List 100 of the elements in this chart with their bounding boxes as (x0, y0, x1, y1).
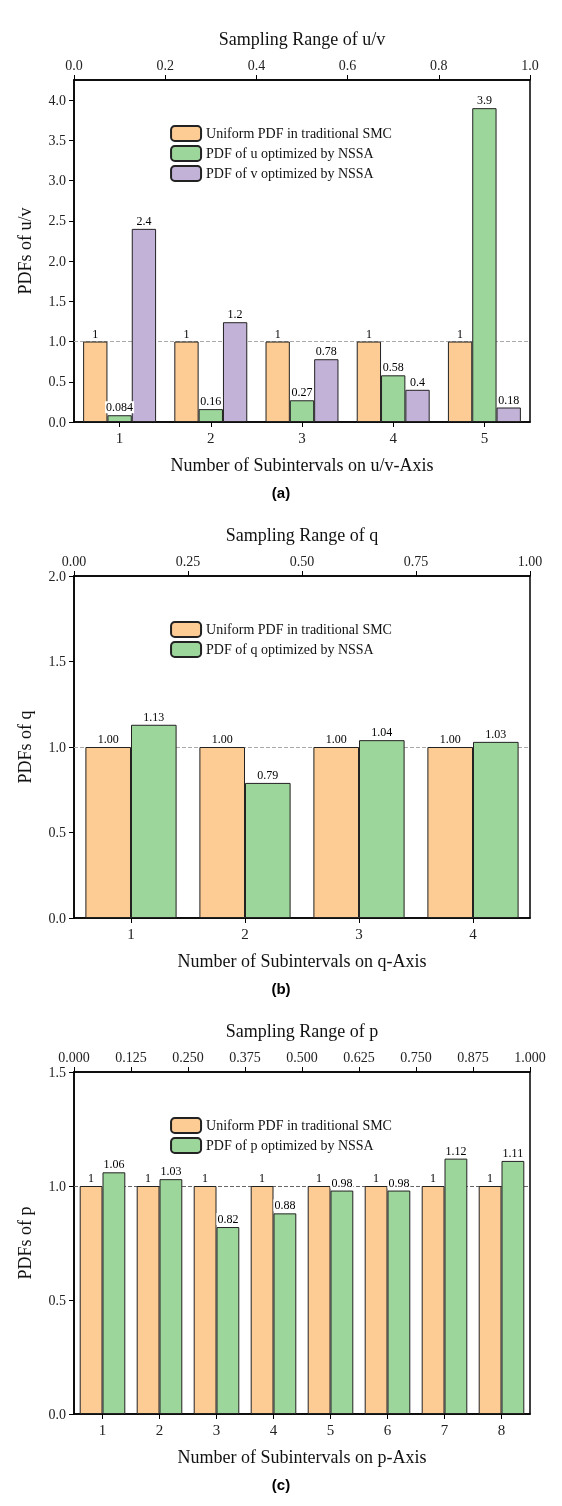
x-tick-label: 1 (115, 429, 124, 446)
data-label: 0.88 (274, 1198, 296, 1213)
data-label: 1.03 (160, 1164, 182, 1179)
x2-tick-label: 0.75 (403, 553, 429, 569)
x2-tick-label: 1.000 (514, 1049, 546, 1065)
x-tick-label: 1 (98, 1421, 107, 1438)
data-label: 1 (457, 326, 464, 341)
data-label: 1 (316, 1171, 323, 1185)
x-tick-label: 5 (326, 1421, 335, 1438)
data-label: 1 (92, 326, 99, 341)
text: (c) (271, 1476, 291, 1493)
y-tick-label: 0.5 (48, 374, 66, 390)
data-label: 1.06 (103, 1157, 125, 1172)
x2-tick-label: 0.750 (400, 1049, 432, 1065)
data-label: 0.79 (257, 767, 279, 782)
x2-tick-label: 0.500 (286, 1049, 318, 1065)
legend-label: PDF of q optimized by NSSA (206, 642, 375, 657)
data-label: 2.4 (136, 213, 152, 228)
x2-tick-label: 0.000 (58, 1049, 90, 1065)
legend-label: Uniform PDF in traditional SMC (206, 622, 392, 637)
data-label: 1 (373, 1171, 380, 1185)
data-label: 1.11 (502, 1145, 524, 1160)
data-label: 1.00 (439, 732, 461, 746)
x2-tick-label: 1.0 (521, 57, 539, 73)
x2-tick-label: 0.375 (229, 1049, 261, 1065)
x2-tick-label: 0.6 (338, 57, 357, 73)
y-tick-label: 2.0 (48, 568, 66, 584)
x-tick-label: 3 (212, 1421, 221, 1438)
x2-tick-label: 0.4 (247, 57, 266, 73)
data-label: 1 (365, 326, 372, 341)
y-tick-label: 0.5 (48, 825, 66, 840)
data-label: 0.98 (331, 1175, 353, 1190)
x2-tick-label: 0.625 (343, 1049, 375, 1065)
x-tick-label: 2 (241, 925, 249, 942)
data-label: 1.13 (143, 709, 165, 724)
x2-tick-label: 0.250 (172, 1049, 204, 1065)
data-label: 0.82 (217, 1212, 239, 1227)
x-axis-title: Number of Subintervals on q-Axis (177, 951, 427, 971)
y-tick-label: 1.0 (48, 334, 66, 350)
data-label: 1.03 (485, 726, 507, 741)
x-axis-title: Number of Subintervals on p-Axis (177, 1447, 427, 1467)
x2-tick-label: 0.8 (430, 57, 448, 73)
y-tick-label: 2.5 (48, 213, 66, 229)
legend-label: Uniform PDF in traditional SMC (206, 1118, 392, 1133)
data-label: 1.00 (325, 732, 347, 746)
data-label: 1.00 (211, 732, 233, 746)
y-tick-label: 0.0 (48, 414, 66, 430)
x2-tick-label: 0.25 (175, 553, 201, 569)
y-tick-label: 3.0 (48, 173, 66, 189)
y-tick-label: 1.5 (48, 1064, 66, 1080)
y-tick-label: 1.0 (48, 739, 66, 755)
legend-label: PDF of p optimized by NSSA (206, 1138, 375, 1153)
x-tick-label: 4 (269, 1421, 278, 1438)
x-tick-label: 8 (497, 1421, 506, 1438)
x-tick-label: 3 (355, 925, 363, 942)
text: (b) (271, 980, 291, 997)
data-label: 1 (274, 326, 281, 341)
x2-tick-label: 0.0 (65, 57, 83, 73)
data-label: 1 (183, 326, 190, 341)
y-tick-label: 1.0 (48, 1178, 66, 1194)
y-axis-title: PDFs of q (15, 710, 35, 784)
x2-tick-label: 0.2 (156, 57, 174, 73)
data-label: 1 (487, 1171, 494, 1185)
x2-axis-title: Sampling Range of u/v (218, 29, 386, 49)
y-tick-label: 4.0 (48, 92, 66, 108)
x2-axis-title: Sampling Range of q (225, 525, 379, 545)
x2-tick-label: 0.00 (61, 553, 87, 569)
data-label: 1 (259, 1171, 266, 1185)
x-axis-title: Number of Subintervals on u/v-Axis (170, 455, 434, 475)
data-label: 1.00 (97, 732, 119, 746)
data-label: 1.12 (445, 1143, 467, 1158)
x-tick-label: 2 (207, 429, 215, 446)
data-label: 1 (88, 1171, 95, 1185)
data-label: 0.084 (106, 400, 134, 415)
x-tick-label: 4 (469, 925, 478, 942)
x-tick-label: 5 (480, 429, 489, 446)
data-label: 1 (202, 1171, 209, 1185)
y-tick-label: 0.0 (48, 910, 66, 926)
data-label: 1 (430, 1171, 437, 1185)
x-tick-label: 1 (127, 925, 135, 942)
x-tick-label: 3 (298, 429, 306, 446)
data-label: 0.27 (291, 385, 313, 400)
data-label: 0.58 (382, 360, 404, 375)
y-tick-label: 0.0 (48, 1406, 66, 1422)
data-label: 1 (145, 1171, 152, 1185)
legend-label: Uniform PDF in traditional SMC (206, 126, 392, 141)
y-tick-label: 1.5 (48, 293, 66, 309)
x2-axis-title: Sampling Range of p (225, 1021, 379, 1041)
data-label: 0.98 (388, 1175, 410, 1190)
x2-tick-label: 0.875 (457, 1049, 489, 1065)
x-tick-label: 4 (389, 429, 398, 446)
legend-label: PDF of u optimized by NSSA (206, 146, 375, 161)
data-label: 0.18 (498, 392, 520, 407)
legend-label: PDF of v optimized by NSSA (206, 166, 375, 181)
data-label: 0.4 (410, 374, 426, 389)
text: (a) (271, 484, 291, 501)
x2-tick-label: 0.125 (115, 1049, 147, 1065)
data-label: 1.2 (227, 307, 243, 322)
x-tick-label: 2 (155, 1421, 164, 1438)
x2-tick-label: 0.50 (289, 553, 315, 569)
